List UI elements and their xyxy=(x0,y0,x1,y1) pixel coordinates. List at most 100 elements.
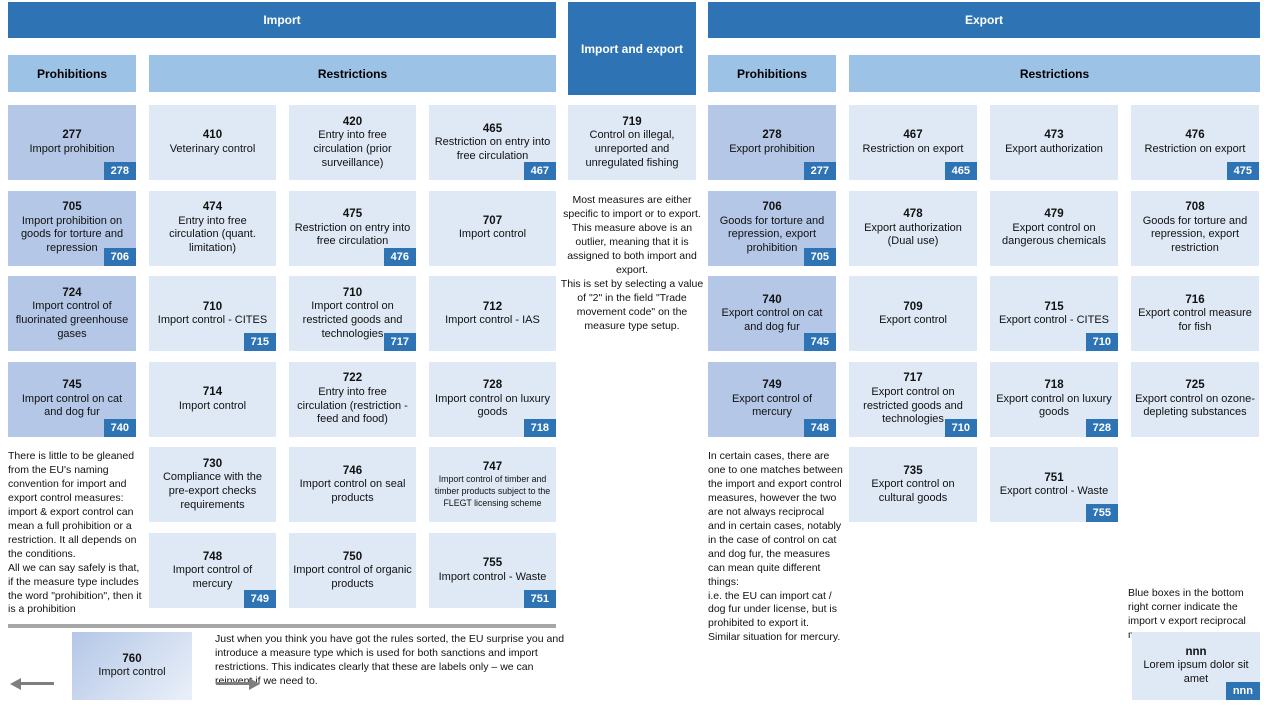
measure-code: 465 xyxy=(482,122,503,135)
measure-label: Export control measure for fish xyxy=(1138,307,1252,333)
measure-box-705: 705 Import prohibition on goods for tortu… xyxy=(8,190,136,266)
right-arrow-icon xyxy=(216,677,260,690)
reciprocal-badge: nnn xyxy=(1225,682,1260,700)
measure-code: 724 xyxy=(62,286,82,299)
import-header-label: Import xyxy=(263,13,301,27)
measure-label: Restriction on export xyxy=(862,142,964,155)
measure-code: 410 xyxy=(202,129,223,142)
measure-label: Import control of mercury xyxy=(172,563,253,590)
export-measures-grid: 278 Export prohibition 277 467 Restriction o… xyxy=(708,105,1259,523)
measure-box-745: 745 Import control on cat and dog fur 740 xyxy=(8,361,136,437)
export-prohibitions-subheader: Prohibitions xyxy=(708,55,836,92)
reciprocal-badge: 476 xyxy=(383,247,416,266)
export-prohibitions-label: Prohibitions xyxy=(737,66,807,81)
measure-label: Export control on cat and dog fur xyxy=(721,307,823,333)
measure-code: 755 xyxy=(482,557,503,570)
measure-box-709: 709 Export control xyxy=(849,276,977,352)
measure-label: Restriction on entry into free circulati… xyxy=(434,135,551,162)
export-header: Export xyxy=(708,2,1260,38)
measure-label: Import control - CITES xyxy=(157,314,268,326)
import-note: There is little to be gleaned from the E… xyxy=(8,450,142,616)
measure-box-475: 475 Restriction on entry into free circul… xyxy=(289,190,416,266)
reciprocal-badge: 740 xyxy=(103,418,136,437)
measure-label: Import control on cat and dog fur xyxy=(21,392,123,419)
export-restrictions-subheader: Restrictions xyxy=(849,55,1260,92)
reciprocal-badge: 749 xyxy=(243,589,276,608)
measure-label: Entry into free circulation (prior surve… xyxy=(313,129,392,169)
measure-code: 474 xyxy=(202,201,223,214)
import-and-export-header: Import and export xyxy=(568,2,696,95)
measure-code: 722 xyxy=(342,372,363,385)
measure-label: Import control on seal products xyxy=(299,478,406,505)
measure-box-473: 473 Export authorization xyxy=(990,105,1118,180)
measure-box-715: 715 Export control - CITES 710 xyxy=(990,276,1118,352)
measure-box-712: 712 Import control - IAS xyxy=(429,276,556,352)
measure-label: Import prohibition on goods for torture … xyxy=(20,214,124,255)
measure-label: Export control - Waste xyxy=(999,485,1109,498)
measure-box-751: 751 Export control - Waste 755 xyxy=(990,447,1118,523)
reciprocal-badge: 751 xyxy=(523,589,556,608)
measure-box-474: 474 Entry into free circulation (quant. l… xyxy=(149,190,276,266)
measure-box-277: 277 Import prohibition 278 xyxy=(8,105,136,180)
measure-code: 478 xyxy=(903,208,923,221)
measure-code: 710 xyxy=(342,286,363,299)
measure-code: 708 xyxy=(1185,201,1205,214)
measure-label: Import control xyxy=(98,666,166,679)
measure-label: Import control of organic products xyxy=(293,563,412,590)
measure-box-719: 719 Control on illegal, unreported and u… xyxy=(568,105,696,180)
measure-box-755: 755 Import control - Waste 751 xyxy=(429,532,556,608)
measure-label: Import control - Waste xyxy=(438,570,547,583)
measure-code: 748 xyxy=(202,550,223,563)
measure-label: Entry into free circulation (quant. limi… xyxy=(169,214,256,255)
measure-box-410: 410 Veterinary control xyxy=(149,105,276,180)
reciprocal-badge: 748 xyxy=(803,418,836,437)
measure-label: Export control on restricted goods and t… xyxy=(863,385,963,426)
measure-code: 717 xyxy=(903,372,923,385)
measure-code: 473 xyxy=(1044,129,1064,142)
measure-label: Control on illegal, unreported and unreg… xyxy=(585,129,679,169)
measure-box-710: 710 Import control - CITES 715 xyxy=(149,276,276,352)
measure-label: Export control on cultural goods xyxy=(871,478,955,505)
measure-label: Import control on luxury goods xyxy=(435,392,550,419)
measure-label: Entry into free circulation (restriction… xyxy=(297,385,408,426)
measure-code: 705 xyxy=(62,201,82,214)
measure-label: Export authorization (Dual use) xyxy=(864,221,962,248)
measure-label: Compliance with the pre-export checks re… xyxy=(162,471,263,511)
measure-box-716: 716 Export control measure for fish xyxy=(1131,276,1259,352)
measure-box-760: 760 Import control xyxy=(72,632,192,700)
reciprocal-badge: 705 xyxy=(803,247,836,266)
reciprocal-badge: 755 xyxy=(1085,504,1118,523)
reciprocal-badge: 706 xyxy=(103,247,136,266)
import-header: Import xyxy=(8,2,556,38)
measure-label: Export control on dangerous chemicals xyxy=(1002,221,1106,248)
measure-label: Import control xyxy=(178,399,247,412)
import-export-note: Most measures are either specific to imp… xyxy=(560,194,704,332)
measure-code: 719 xyxy=(622,115,642,128)
measure-label: Import control on restricted goods and t… xyxy=(302,300,403,340)
footer-note: Just when you think you have got the rul… xyxy=(215,633,565,687)
measure-box-465: 465 Restriction on entry into free circul… xyxy=(429,105,556,180)
measure-code: 715 xyxy=(1044,300,1064,313)
measure-box-420: 420 Entry into free circulation (prior su… xyxy=(289,105,416,180)
measure-code: 725 xyxy=(1185,379,1205,392)
measure-code: 716 xyxy=(1185,293,1205,306)
measure-label: Import control xyxy=(458,228,527,241)
reciprocal-badge: 715 xyxy=(243,333,276,352)
measure-label: Import control of fluorinated greenhouse… xyxy=(15,300,129,340)
legend-code: nnn xyxy=(1185,646,1207,659)
measure-label: Restriction on entry into free circulati… xyxy=(294,221,411,248)
measure-code: 479 xyxy=(1044,208,1064,221)
measure-code: 745 xyxy=(62,379,82,392)
measure-box-467: 467 Restriction on export 465 xyxy=(849,105,977,180)
reciprocal-badge: 728 xyxy=(1085,418,1118,437)
measure-box-278: 278 Export prohibition 277 xyxy=(708,105,836,180)
measure-code: 749 xyxy=(762,379,782,392)
reciprocal-badge: 710 xyxy=(1085,333,1118,352)
reciprocal-badge: 467 xyxy=(523,162,556,180)
measure-code: 750 xyxy=(342,550,363,563)
measure-code: 735 xyxy=(903,464,923,477)
measure-code: 710 xyxy=(202,300,223,313)
measure-box-725: 725 Export control on ozone-depleting sub… xyxy=(1131,361,1259,437)
reciprocal-badge: 277 xyxy=(803,162,836,180)
legend-label: Lorem ipsum dolor sit amet xyxy=(1143,659,1249,686)
